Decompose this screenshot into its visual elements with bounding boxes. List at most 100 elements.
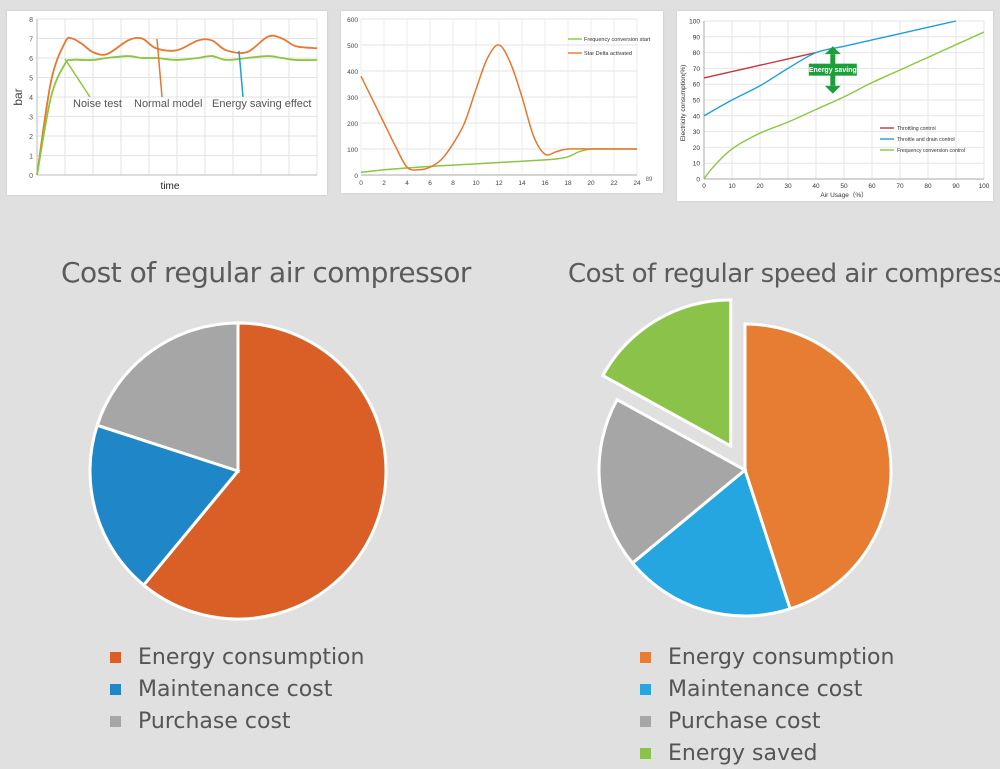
x-tick-label: 0 bbox=[359, 180, 363, 187]
legend-swatch bbox=[110, 651, 121, 663]
y-tick-label: 40 bbox=[693, 113, 701, 120]
corner-label: 89 bbox=[646, 177, 653, 183]
pie-slice-maintenance-cost bbox=[630, 467, 793, 618]
x-axis-title: Air Usage（%） bbox=[820, 191, 867, 199]
legend-item: Energy saved bbox=[640, 737, 894, 769]
y-tick-label: 6 bbox=[29, 56, 33, 63]
x-tick-label: 100 bbox=[979, 183, 990, 190]
y-tick-label: 4 bbox=[29, 95, 33, 102]
y-tick-label: 100 bbox=[347, 147, 358, 154]
y-tick-label: 200 bbox=[347, 121, 358, 128]
annotation-label: Energy saving bbox=[809, 67, 857, 74]
legend-label: Maintenance cost bbox=[668, 676, 863, 702]
y-tick-label: 0 bbox=[354, 173, 358, 180]
legend-swatch bbox=[640, 683, 651, 695]
y-tick-label: 50 bbox=[693, 98, 701, 105]
y-tick-label: 600 bbox=[347, 17, 358, 24]
y-tick-label: 7 bbox=[29, 37, 33, 44]
y-tick-label: 8 bbox=[29, 17, 33, 24]
y-axis-title: Electricity consumption(%) bbox=[680, 65, 687, 142]
left-pie-chart bbox=[88, 321, 388, 621]
legend-label: Star Delta activated bbox=[584, 51, 632, 57]
legend-label: Maintenance cost bbox=[138, 676, 333, 702]
legend-swatch bbox=[640, 651, 651, 663]
legend-item: Maintenance cost bbox=[640, 673, 894, 705]
x-tick-label: 30 bbox=[784, 183, 792, 190]
y-tick-label: 400 bbox=[347, 69, 358, 76]
x-tick-label: 90 bbox=[952, 183, 960, 190]
pressure-chart: 0 1 2 3 4 5 6 7 8 bar time Noise test Normal model En… bbox=[11, 17, 318, 192]
x-tick-label: 2 bbox=[382, 180, 386, 187]
y-tick-label: 10 bbox=[693, 161, 701, 168]
x-tick-label: 16 bbox=[541, 180, 549, 187]
x-tick-label: 40 bbox=[812, 183, 820, 190]
y-tick-label: 0 bbox=[696, 177, 700, 184]
legend-label: Frequency conversion control bbox=[897, 148, 965, 154]
right-pie-title: Cost of regular speed air compressor bbox=[568, 259, 1000, 289]
y-tick-label: 60 bbox=[693, 82, 701, 89]
pie-slice-purchase-cost bbox=[597, 397, 748, 566]
legend-label: Energy consumption bbox=[668, 644, 895, 670]
pie-slice-energy-consumption bbox=[141, 321, 388, 621]
legend-item: Energy consumption bbox=[110, 641, 364, 673]
x-tick-label: 50 bbox=[840, 183, 848, 190]
legend-label: Throttle and drain control bbox=[897, 137, 955, 143]
x-tick-label: 80 bbox=[924, 183, 932, 190]
x-tick-label: 18 bbox=[564, 180, 572, 187]
series-line-0 bbox=[36, 34, 318, 176]
legend-label: Purchase cost bbox=[138, 708, 291, 734]
legend-label: Throttling control bbox=[897, 126, 936, 132]
arrow-down-icon bbox=[824, 85, 841, 94]
x-tick-label: 24 bbox=[633, 180, 641, 187]
x-axis-title: time bbox=[161, 181, 180, 192]
y-tick-label: 100 bbox=[689, 19, 700, 26]
y-tick-label: 90 bbox=[693, 34, 701, 41]
x-tick-label: 14 bbox=[518, 180, 526, 187]
y-tick-label: 300 bbox=[347, 95, 358, 102]
x-tick-label: 22 bbox=[610, 180, 618, 187]
pressure-chart-panel: 0 1 2 3 4 5 6 7 8 bar time Noise test Normal model En… bbox=[7, 11, 327, 195]
left-pie-legend: Energy consumption Maintenance cost Purcha… bbox=[110, 641, 364, 737]
legend-item: Purchase cost bbox=[640, 705, 894, 737]
series-line-1 bbox=[360, 44, 637, 171]
startup-chart-panel: 0 100 200 300 400 500 600 0 2 4 6 8 10 12 14 16 18 20 22 24… bbox=[341, 11, 663, 193]
legend-label: Purchase cost bbox=[668, 708, 821, 734]
legend-label: Frequency conversion start bbox=[584, 37, 651, 43]
x-tick-label: 0 bbox=[702, 183, 706, 190]
annotation-label: Energy saving effect bbox=[212, 98, 311, 110]
x-tick-label: 10 bbox=[728, 183, 736, 190]
pie-slice-energy-consumption bbox=[743, 322, 893, 611]
legend-item: Purchase cost bbox=[110, 705, 364, 737]
x-tick-label: 12 bbox=[495, 180, 503, 187]
legend-item: Maintenance cost bbox=[110, 673, 364, 705]
y-tick-label: 3 bbox=[29, 115, 33, 122]
annotation-label: Noise test bbox=[73, 98, 122, 110]
legend-label: Energy saved bbox=[668, 740, 818, 766]
legend-label: Energy consumption bbox=[138, 644, 365, 670]
y-tick-label: 5 bbox=[29, 76, 33, 83]
x-tick-label: 20 bbox=[587, 180, 595, 187]
annotation-label: Normal model bbox=[134, 98, 202, 110]
y-tick-label: 80 bbox=[693, 50, 701, 57]
annotation-box bbox=[808, 63, 857, 76]
y-tick-label: 0 bbox=[29, 173, 33, 180]
y-tick-label: 2 bbox=[29, 134, 33, 141]
y-tick-label: 30 bbox=[693, 129, 701, 136]
right-pie-legend: Energy consumption Maintenance cost Purcha… bbox=[640, 641, 894, 769]
series-line-2 bbox=[703, 31, 985, 180]
legend-swatch bbox=[640, 715, 651, 727]
pie-slice-purchase-cost bbox=[95, 321, 240, 474]
x-tick-label: 8 bbox=[451, 180, 455, 187]
annotation-leader bbox=[64, 58, 91, 98]
legend-swatch bbox=[110, 683, 121, 695]
y-tick-label: 500 bbox=[347, 43, 358, 50]
pie-slice-maintenance-cost bbox=[88, 423, 241, 588]
annotation-leader bbox=[238, 50, 244, 98]
y-tick-label: 20 bbox=[693, 145, 701, 152]
legend-item: Energy consumption bbox=[640, 641, 894, 673]
x-tick-label: 70 bbox=[896, 183, 904, 190]
x-tick-label: 4 bbox=[405, 180, 409, 187]
arrow-up-icon bbox=[824, 46, 841, 55]
left-pie-title: Cost of regular air compressor bbox=[61, 256, 471, 289]
